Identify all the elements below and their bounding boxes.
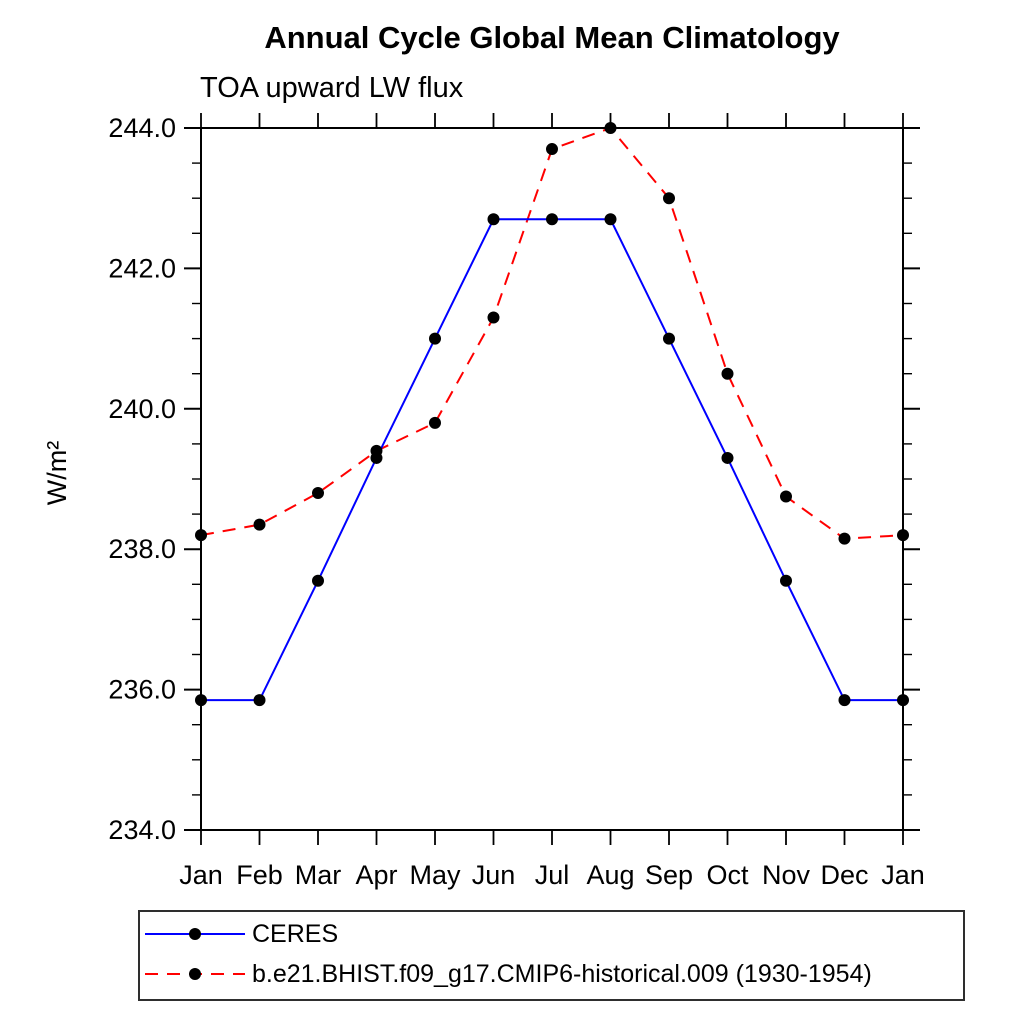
y-tick-label: 238.0	[108, 534, 176, 564]
series-marker	[487, 311, 500, 324]
series-marker	[370, 451, 383, 464]
series-marker	[312, 487, 324, 500]
x-tick-label: May	[409, 860, 461, 890]
series-marker	[838, 532, 851, 545]
series-marker	[195, 694, 207, 707]
series-marker	[780, 490, 792, 503]
series-marker	[429, 332, 441, 345]
legend: CERES b.e21.BHIST.f09_g17.CMIP6-historic…	[138, 910, 965, 1001]
legend-ceres-marker-icon	[189, 928, 201, 940]
x-tick-label: Jul	[535, 860, 570, 890]
x-tick-label: Mar	[295, 860, 342, 890]
x-tick-label: Jun	[472, 860, 516, 890]
series-marker	[604, 213, 617, 226]
series-marker	[546, 213, 558, 226]
chart-title: Annual Cycle Global Mean Climatology	[264, 20, 840, 55]
series-line-model	[200, 126, 904, 540]
x-tick-label: Sep	[645, 860, 693, 890]
legend-label-ceres: CERES	[252, 919, 339, 948]
series-marker	[604, 122, 617, 134]
x-tick-label: Nov	[762, 860, 811, 890]
series-marker	[780, 574, 792, 587]
series-marker	[897, 529, 909, 542]
series-marker	[195, 529, 207, 542]
y-tick-label: 236.0	[108, 675, 176, 705]
x-tick-label: Feb	[236, 860, 283, 890]
y-tick-label: 240.0	[108, 394, 176, 424]
y-tick-label: 244.0	[108, 113, 176, 143]
legend-row-model: b.e21.BHIST.f09_g17.CMIP6-historical.009…	[145, 955, 872, 993]
series-marker	[253, 694, 266, 707]
x-tick-label: Aug	[586, 860, 634, 890]
legend-ceres-line-sample	[145, 928, 245, 940]
series-marker	[253, 518, 266, 531]
series-marker	[429, 416, 441, 429]
series-marker	[663, 332, 675, 345]
series-marker	[838, 694, 851, 707]
chart-subtitle: TOA upward LW flux	[200, 72, 464, 104]
series-marker	[546, 143, 558, 156]
series-marker	[663, 192, 675, 205]
y-axis-title: W/m²	[42, 441, 72, 505]
series-marker	[487, 213, 500, 226]
x-tick-label: Dec	[820, 860, 868, 890]
series-marker	[721, 451, 734, 464]
series-marker	[721, 367, 734, 380]
x-tick-label: Apr	[355, 860, 397, 890]
series-line-ceres	[201, 218, 903, 702]
legend-model-line-sample	[145, 968, 245, 980]
legend-label-model: b.e21.BHIST.f09_g17.CMIP6-historical.009…	[252, 959, 872, 988]
legend-model-marker-icon	[189, 968, 201, 980]
x-tick-label: Jan	[179, 860, 223, 890]
plot-frame	[200, 127, 904, 831]
y-tick-label: 242.0	[108, 253, 176, 283]
series-marker	[312, 574, 324, 587]
x-tick-label: Jan	[881, 860, 925, 890]
series-marker	[897, 694, 909, 707]
y-tick-label: 234.0	[108, 815, 176, 845]
legend-row-ceres: CERES	[145, 915, 338, 953]
x-tick-label: Oct	[706, 860, 749, 890]
